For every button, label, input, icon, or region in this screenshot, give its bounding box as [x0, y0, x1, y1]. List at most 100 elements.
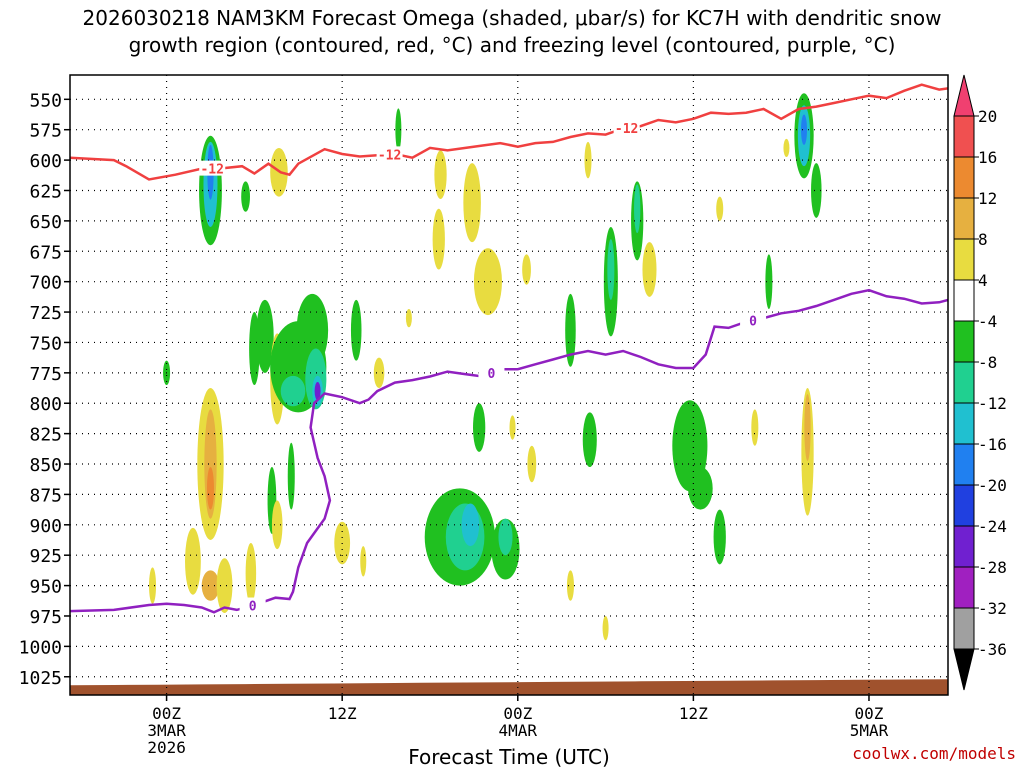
colorbar-label: -4 [978, 312, 997, 331]
y-tick-label: 900 [29, 516, 62, 537]
y-tick-label: 600 [29, 151, 62, 172]
colorbar-label: -20 [978, 476, 1007, 495]
omega-feature [241, 181, 250, 212]
omega-feature [287, 442, 295, 510]
y-tick-label: 675 [29, 242, 62, 263]
dgz-contour [70, 83, 948, 181]
colorbar-bin [953, 484, 975, 527]
x-tick-date-label: 4MAR [499, 721, 538, 740]
x-tick-label: 00Z [152, 704, 181, 723]
dgz-contour-label-bg [199, 160, 226, 176]
colorbar-bottom-arrow [953, 648, 975, 691]
y-tick-label: 625 [29, 181, 62, 202]
y-tick-label: 850 [29, 455, 62, 476]
colorbar-label: -32 [978, 599, 1007, 618]
omega-feature [271, 500, 283, 550]
omega-feature [216, 558, 233, 613]
omega-feature [602, 615, 609, 641]
freezing-level-contour [70, 288, 948, 614]
omega-feature [584, 141, 592, 179]
omega-feature [751, 409, 759, 446]
x-tick-label: 00Z [503, 704, 532, 723]
omega-feature [463, 163, 481, 243]
omega-feature [395, 108, 402, 151]
omega-feature [432, 208, 445, 270]
omega-feature [314, 381, 321, 401]
omega-feature [634, 184, 641, 234]
y-tick-label: 575 [29, 121, 62, 142]
colorbar-bin [953, 279, 975, 322]
x-tick-year-label: 2026 [147, 738, 186, 757]
y-tick-label: 925 [29, 546, 62, 567]
colorbar-bin [953, 607, 975, 650]
y-tick-label: 950 [29, 577, 62, 598]
omega-feature [185, 527, 201, 595]
colorbar-label: 12 [978, 189, 997, 208]
freezing-level-contour-label-bg [740, 312, 767, 328]
y-tick-label: 775 [29, 364, 62, 385]
omega-feature [206, 467, 214, 510]
y-tick-label: 725 [29, 303, 62, 324]
omega-feature [801, 114, 808, 145]
omega-feature [522, 254, 531, 285]
omega-feature [811, 163, 822, 218]
x-tick-label: 00Z [855, 704, 884, 723]
colorbar-bin [953, 361, 975, 404]
omega-feature [149, 567, 157, 604]
omega-feature [688, 467, 713, 510]
x-tick-label: 12Z [679, 704, 708, 723]
x-tick-label: 12Z [328, 704, 357, 723]
colorbar-bin [953, 525, 975, 568]
colorbar-top-arrow [953, 74, 975, 117]
omega-feature [373, 357, 385, 389]
colorbar-label: 16 [978, 148, 997, 167]
plot-frame [69, 74, 949, 696]
colorbar-label: -16 [978, 435, 1007, 454]
omega-feature [473, 403, 486, 452]
colorbar-label: -8 [978, 353, 997, 372]
colorbar-bin [953, 197, 975, 240]
dgz-contour-label-bg [376, 146, 403, 162]
freezing-level-contour-label: 0 [749, 314, 757, 329]
y-tick-label: 750 [29, 333, 62, 354]
omega-feature [765, 254, 773, 310]
site-credit: coolwx.com/models [852, 744, 1016, 763]
dgz-contour-label: -12 [378, 148, 401, 163]
y-tick-label: 1000 [19, 637, 62, 658]
omega-feature [607, 239, 615, 300]
omega-feature [350, 299, 362, 361]
colorbar-bin [953, 320, 975, 363]
dgz-contour-label: -12 [200, 163, 223, 178]
colorbar-label: -24 [978, 517, 1007, 536]
omega-feature [713, 509, 726, 565]
colorbar-label: -28 [978, 558, 1007, 577]
terrain [70, 679, 948, 695]
omega-feature [473, 248, 502, 316]
omega-feature [566, 570, 574, 601]
omega-feature [783, 138, 790, 158]
x-tick-date-label: 3MAR [147, 721, 186, 740]
x-tick-date-label: 5MAR [850, 721, 889, 740]
omega-feature [461, 503, 480, 547]
y-tick-label: 875 [29, 485, 62, 506]
colorbar-label: 20 [978, 107, 997, 126]
omega-feature [245, 543, 257, 604]
colorbar-bin [953, 156, 975, 199]
freezing-level-contour-label: 0 [249, 600, 257, 615]
y-tick-label: 1025 [19, 668, 62, 689]
freezing-level-contour-label-bg [478, 364, 505, 380]
dgz-contour-label: -12 [615, 122, 638, 137]
omega-feature [642, 242, 657, 297]
colorbar-bin [953, 443, 975, 486]
omega-feature [716, 196, 724, 221]
freezing-level-contour-label-bg [239, 597, 266, 613]
omega-feature [498, 518, 513, 556]
y-tick-label: 825 [29, 425, 62, 446]
x-axis-title: Forecast Time (UTC) [408, 745, 610, 768]
colorbar-label: 8 [978, 230, 988, 249]
omega-feature [527, 445, 537, 483]
chart-title-line-2: growth region (contoured, red, °C) and f… [128, 33, 896, 57]
colorbar-bin [953, 402, 975, 445]
omega-feature [360, 546, 367, 577]
